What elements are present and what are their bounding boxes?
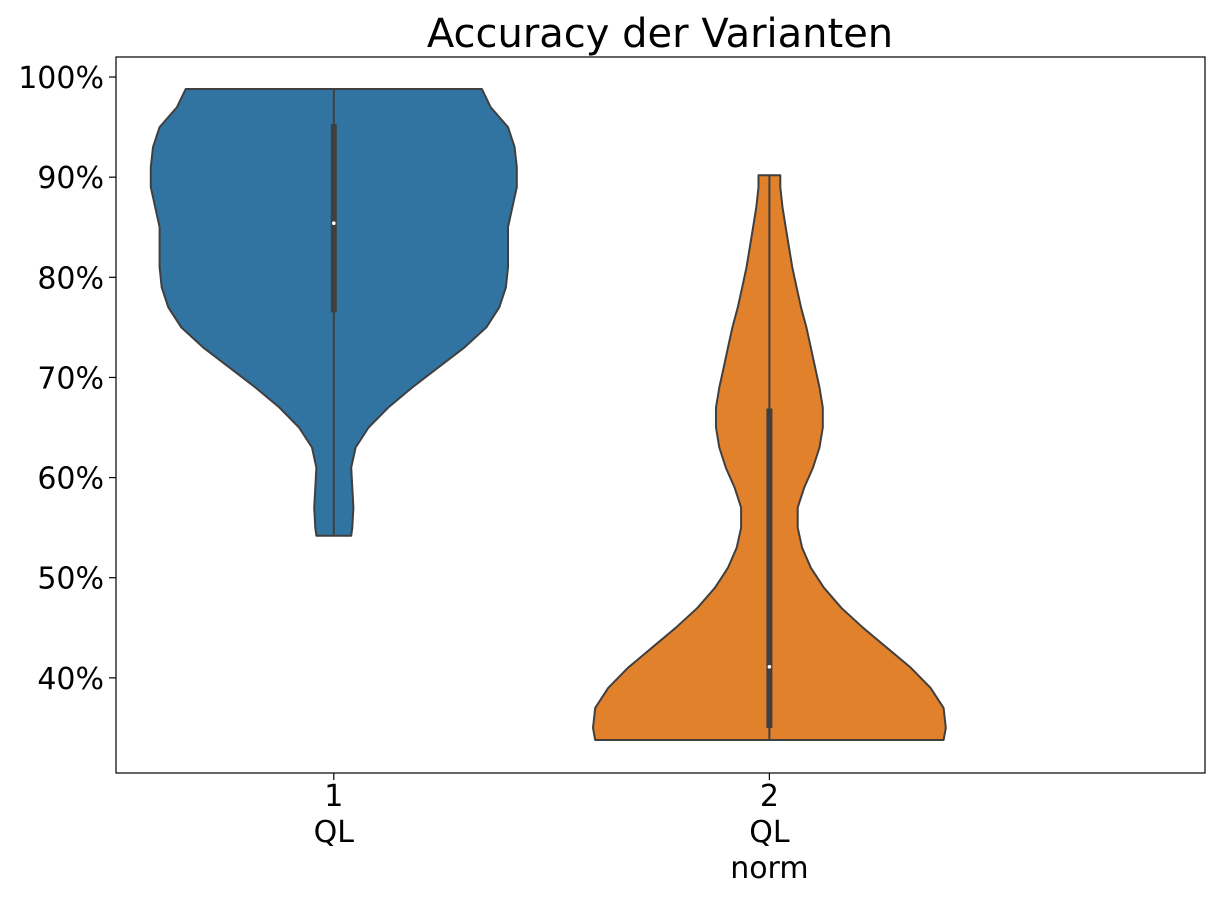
y-tick-label: 40% [37, 662, 104, 697]
chart-title: Accuracy der Varianten [427, 11, 893, 57]
violin-median-point [767, 665, 772, 669]
violin-median-point [332, 221, 336, 226]
y-tick-label: 70% [37, 361, 104, 396]
y-tick-label: 80% [37, 261, 104, 296]
x-tick-label-sub: norm [730, 851, 808, 886]
x-tick-label-name: QL [314, 815, 355, 850]
y-tick-label: 90% [37, 161, 104, 196]
y-tick-label: 50% [37, 562, 104, 597]
violin-layer [149, 88, 947, 741]
x-tick-label-name: QL [749, 815, 790, 850]
y-tick-label: 100% [18, 61, 104, 96]
plot-frame [115, 56, 1206, 774]
x-tick-label-position: 2 [760, 779, 779, 814]
x-tick-label-position: 1 [324, 779, 343, 814]
y-tick-label: 60% [37, 462, 104, 497]
y-axis: 40% 50% 60% 70% 80% 90% 100% [18, 61, 116, 697]
